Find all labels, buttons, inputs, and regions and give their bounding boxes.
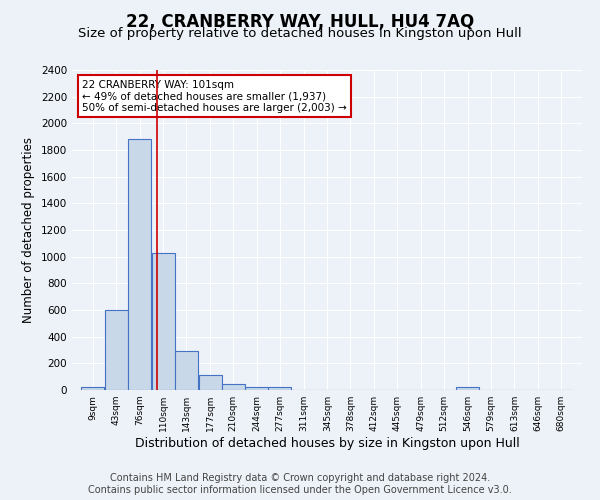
Bar [199, 376, 221, 390]
X-axis label: Distribution of detached houses by size in Kingston upon Hull: Distribution of detached houses by size … [134, 437, 520, 450]
Text: 22 CRANBERRY WAY: 101sqm
← 49% of detached houses are smaller (1,937)
50% of sem: 22 CRANBERRY WAY: 101sqm ← 49% of detach… [82, 80, 347, 113]
Bar [456, 388, 479, 390]
Bar [152, 252, 175, 390]
Text: Contains HM Land Registry data © Crown copyright and database right 2024.
Contai: Contains HM Land Registry data © Crown c… [88, 474, 512, 495]
Bar [245, 386, 268, 390]
Y-axis label: Number of detached properties: Number of detached properties [22, 137, 35, 323]
Bar [175, 352, 198, 390]
Text: Size of property relative to detached houses in Kingston upon Hull: Size of property relative to detached ho… [78, 28, 522, 40]
Bar [105, 310, 128, 390]
Bar [81, 388, 104, 390]
Text: 22, CRANBERRY WAY, HULL, HU4 7AQ: 22, CRANBERRY WAY, HULL, HU4 7AQ [126, 12, 474, 30]
Bar [268, 388, 292, 390]
Bar [128, 140, 151, 390]
Bar [221, 384, 245, 390]
